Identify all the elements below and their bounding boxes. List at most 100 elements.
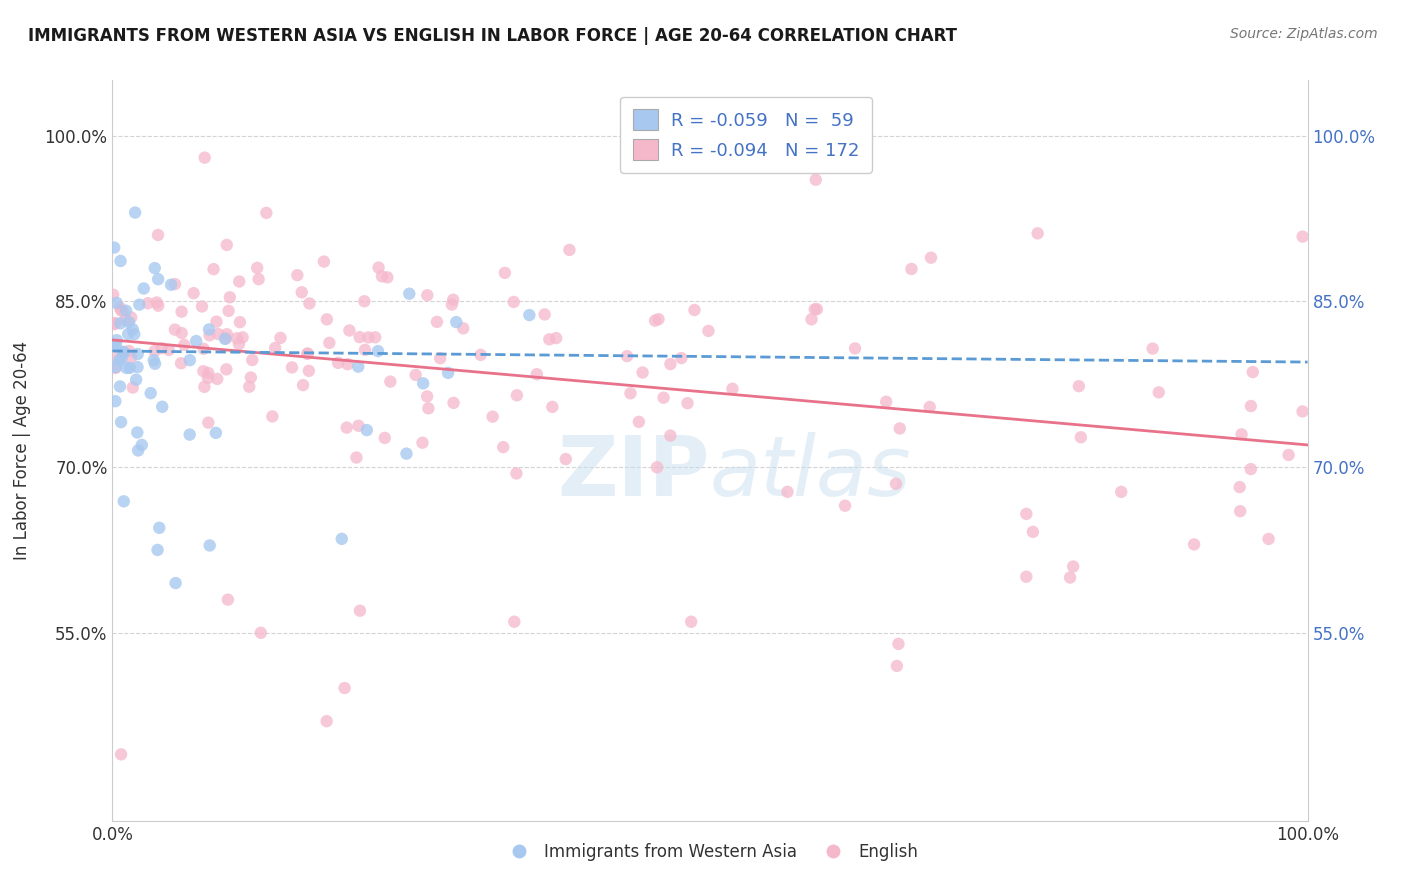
Point [481,409,503,424]
Point [163,277,186,292]
Point [503,615,526,629]
Point [346,450,368,465]
Point [218,290,240,304]
Point [349,604,371,618]
Point [494,266,516,280]
Point [104,360,127,375]
Point [776,484,799,499]
Point [104,316,127,330]
Point [315,714,337,729]
Point [232,330,254,344]
Point [546,331,568,345]
Point [250,625,273,640]
Point [217,592,239,607]
Point [558,243,581,257]
Point [103,241,125,255]
Point [207,372,229,386]
Point [1229,480,1251,494]
Point [228,337,250,351]
Legend: Immigrants from Western Asia, English: Immigrants from Western Asia, English [495,837,925,868]
Point [115,303,138,318]
Point [124,327,146,342]
Point [125,373,148,387]
Point [652,391,675,405]
Point [112,345,135,359]
Point [451,321,474,335]
Point [426,315,449,329]
Point [214,332,236,346]
Point [353,294,375,309]
Point [183,286,205,301]
Point [108,379,131,393]
Point [118,360,141,375]
Point [264,341,287,355]
Point [104,339,127,353]
Point [298,364,321,378]
Point [834,499,856,513]
Point [354,343,377,357]
Point [146,272,169,286]
Point [470,348,492,362]
Point [193,364,215,378]
Point [405,368,427,382]
Point [371,269,394,284]
Point [120,310,142,325]
Point [124,205,146,219]
Point [647,312,669,326]
Point [108,301,131,315]
Text: Source: ZipAtlas.com: Source: ZipAtlas.com [1230,27,1378,41]
Point [118,315,141,329]
Point [110,747,132,762]
Point [418,401,440,416]
Point [107,350,129,364]
Point [339,324,361,338]
Point [269,331,291,345]
Point [412,435,434,450]
Point [239,370,262,384]
Point [110,316,132,330]
Point [526,368,548,382]
Point [1278,448,1301,462]
Point [377,270,399,285]
Point [627,415,650,429]
Text: atlas: atlas [710,432,911,513]
Point [205,315,228,329]
Point [202,262,225,277]
Point [105,333,128,347]
Point [157,343,180,357]
Point [887,637,910,651]
Point [918,400,941,414]
Point [104,394,127,409]
Point [118,343,141,358]
Point [262,409,284,424]
Point [193,342,215,356]
Point [291,285,314,300]
Point [364,330,387,344]
Point [398,286,420,301]
Point [205,425,228,440]
Point [367,344,389,359]
Point [198,328,221,343]
Point [228,275,250,289]
Point [163,323,186,337]
Point [191,300,214,314]
Point [875,394,897,409]
Y-axis label: In Labor Force | Age 20-64: In Labor Force | Age 20-64 [13,341,31,560]
Point [367,260,389,275]
Point [441,293,464,307]
Point [281,360,304,375]
Point [110,254,132,268]
Point [238,380,260,394]
Point [347,359,370,374]
Point [215,331,238,345]
Point [117,327,139,342]
Point [349,330,371,344]
Point [110,303,132,318]
Point [380,375,402,389]
Point [806,302,828,317]
Point [110,415,132,429]
Point [101,287,124,301]
Point [659,428,682,442]
Point [659,357,682,371]
Point [1142,342,1164,356]
